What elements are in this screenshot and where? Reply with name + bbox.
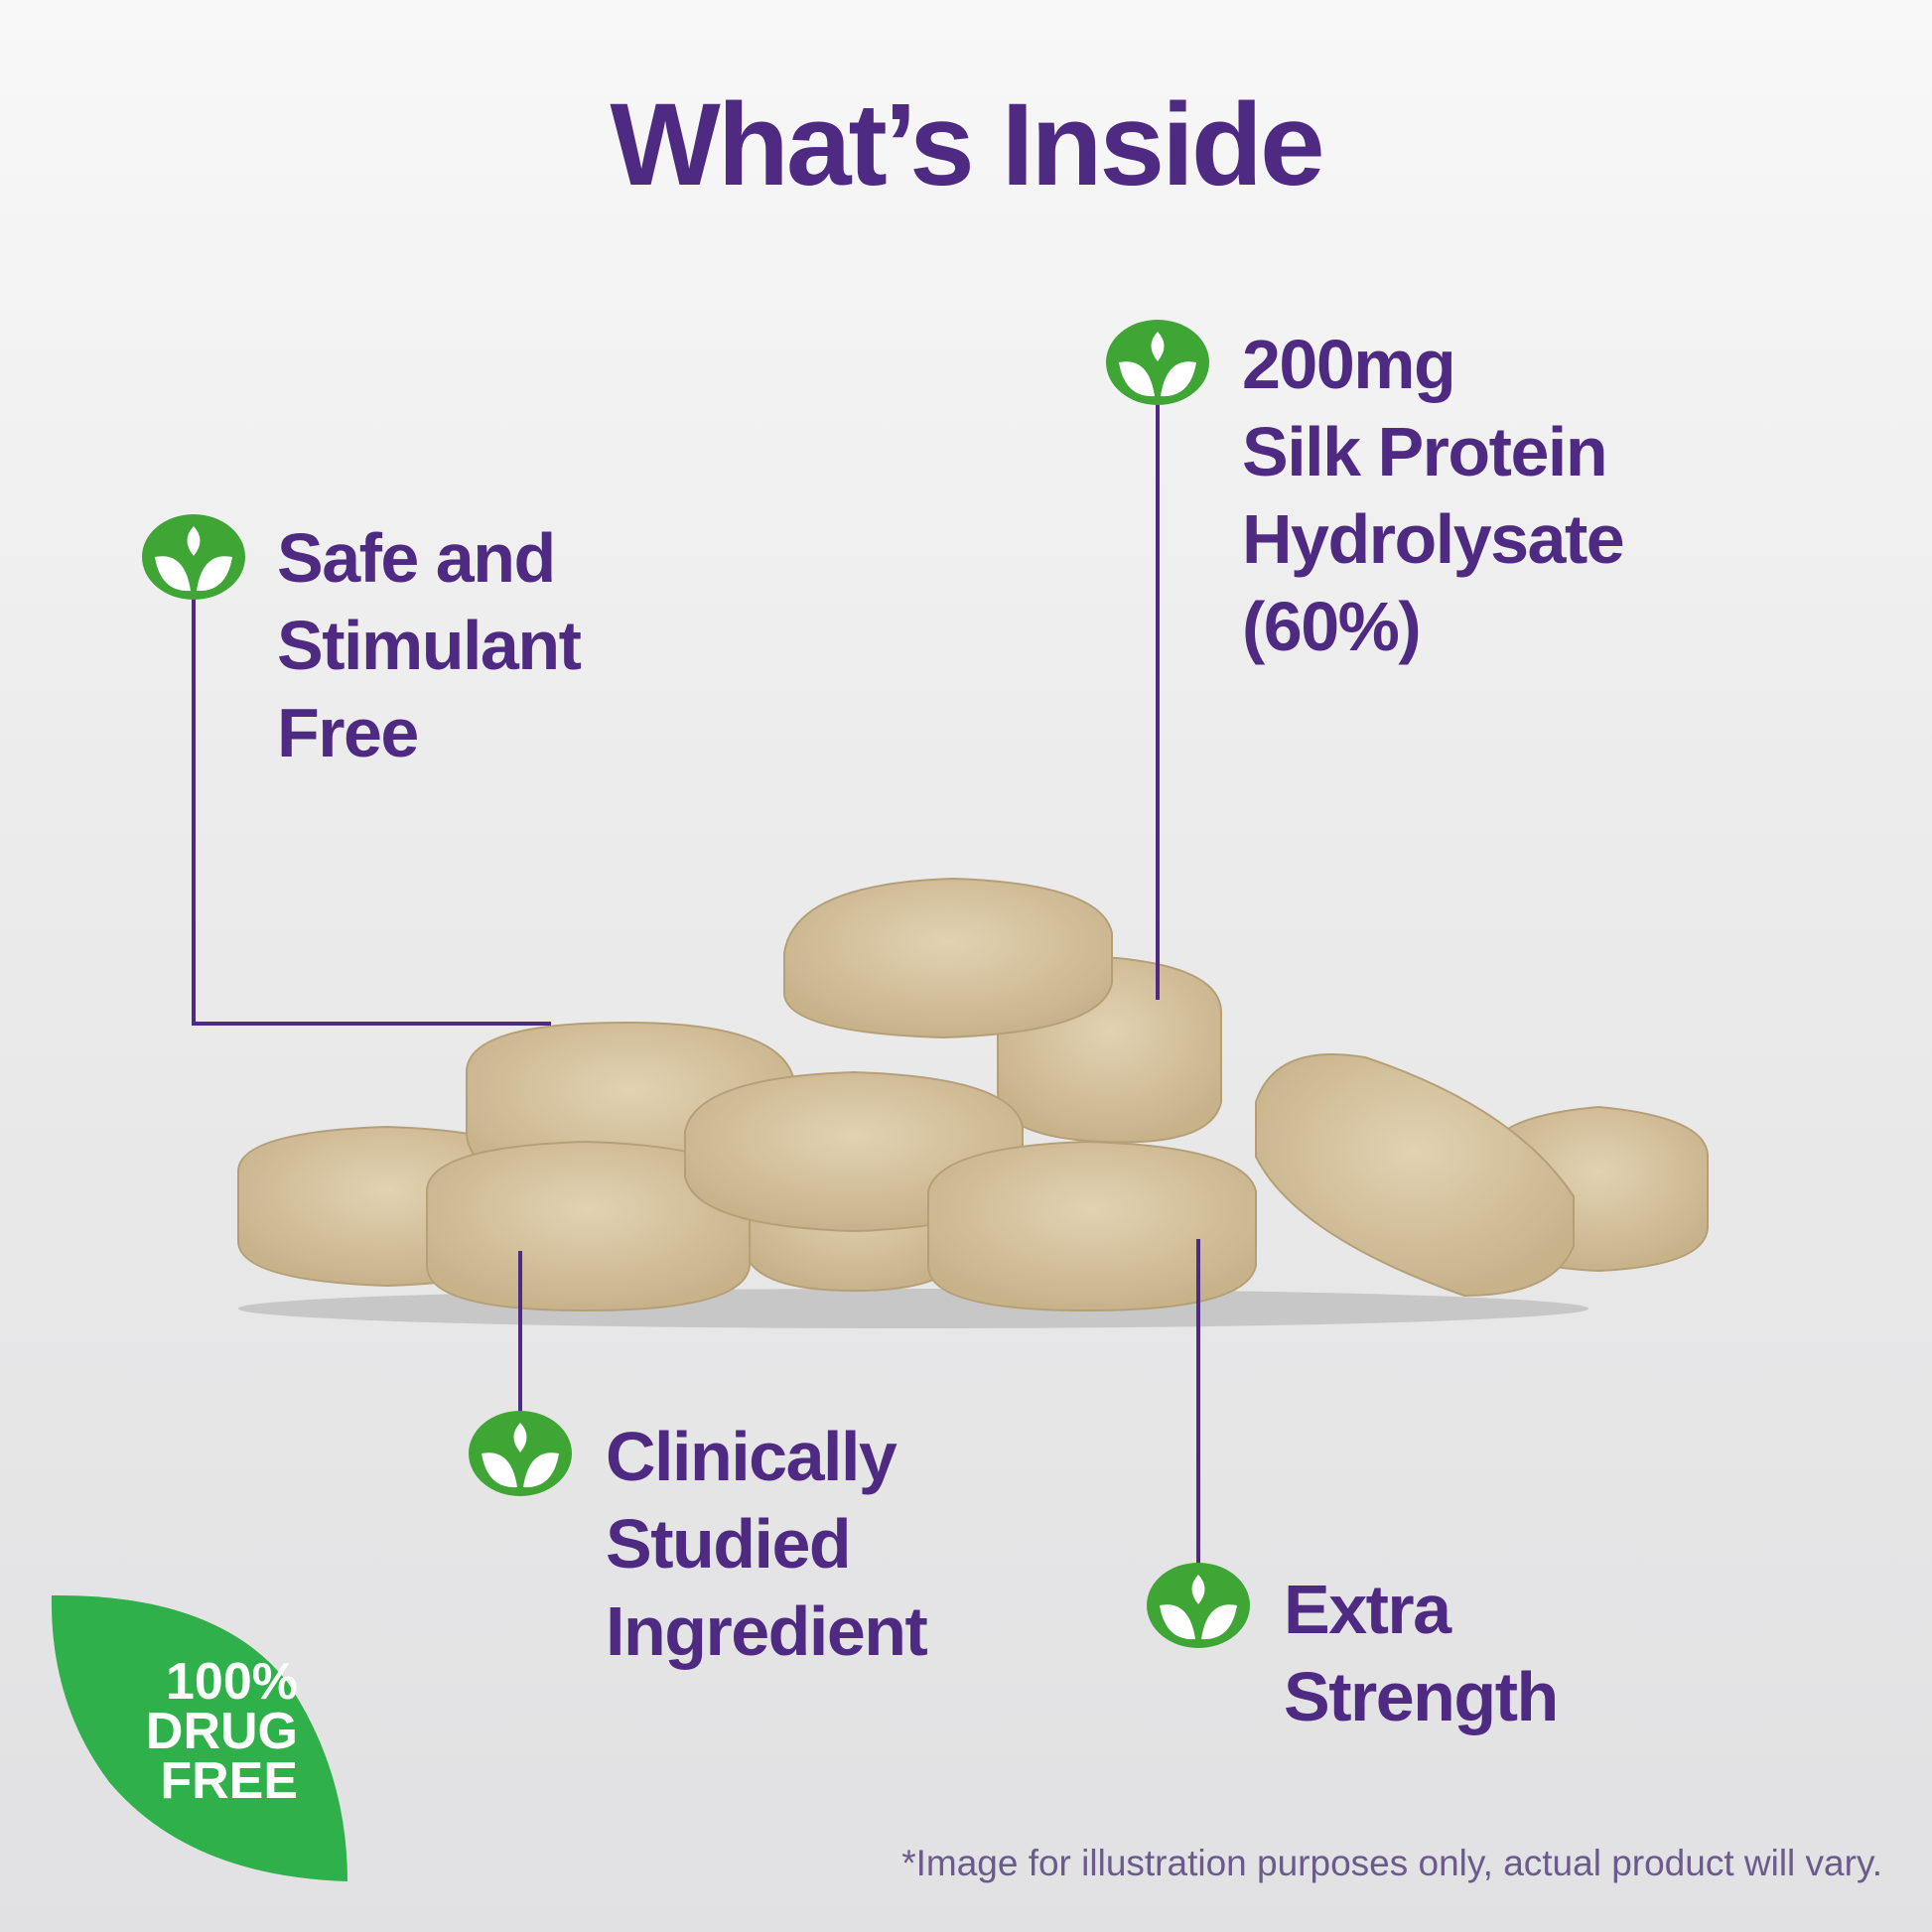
feature-line: Ingredient: [606, 1592, 928, 1670]
leaf-sprout-icon: [1147, 1563, 1250, 1648]
feature-silk-protein: 200mg Silk Protein Hydrolysate (60%): [1242, 321, 1625, 670]
feature-line: Silk Protein: [1242, 413, 1608, 490]
leaf-badge-icon: [51, 1594, 347, 1881]
feature-safe-stimulant-free: Safe and Stimulant Free: [277, 514, 582, 776]
badge-line: FREE: [160, 1752, 298, 1810]
feature-line: Strength: [1284, 1658, 1559, 1735]
leaf-sprout-icon: [1106, 320, 1209, 405]
page-title: What’s Inside: [610, 79, 1324, 210]
feature-line: Extra: [1284, 1571, 1451, 1648]
badge-text: 100% DRUG FREE: [145, 1653, 298, 1810]
feature-line: (60%): [1242, 588, 1422, 665]
leaf-sprout-icon: [142, 514, 245, 600]
feature-clinically-studied: Clinically Studied Ingredient: [606, 1413, 928, 1675]
feature-line: Free: [277, 694, 419, 771]
drug-free-badge: 100% DRUG FREE: [50, 1593, 352, 1883]
connector-line: [192, 1022, 551, 1026]
feature-extra-strength: Extra Strength: [1284, 1566, 1559, 1740]
feature-line: Safe and: [277, 519, 556, 597]
feature-line: Studied: [606, 1505, 852, 1583]
leaf-sprout-icon: [469, 1411, 572, 1496]
badge-line: 100%: [166, 1653, 298, 1711]
connector-line: [1156, 402, 1160, 1000]
badge-line: DRUG: [145, 1703, 298, 1760]
connector-line: [1196, 1239, 1200, 1567]
connector-line: [192, 596, 196, 1025]
connector-line: [518, 1251, 522, 1415]
feature-line: Clinically: [606, 1418, 897, 1495]
feature-line: Hydrolysate: [1242, 500, 1625, 578]
disclaimer-text: *Image for illustration purposes only, a…: [901, 1843, 1882, 1883]
feature-line: 200mg: [1242, 326, 1456, 403]
feature-line: Stimulant: [277, 607, 582, 684]
